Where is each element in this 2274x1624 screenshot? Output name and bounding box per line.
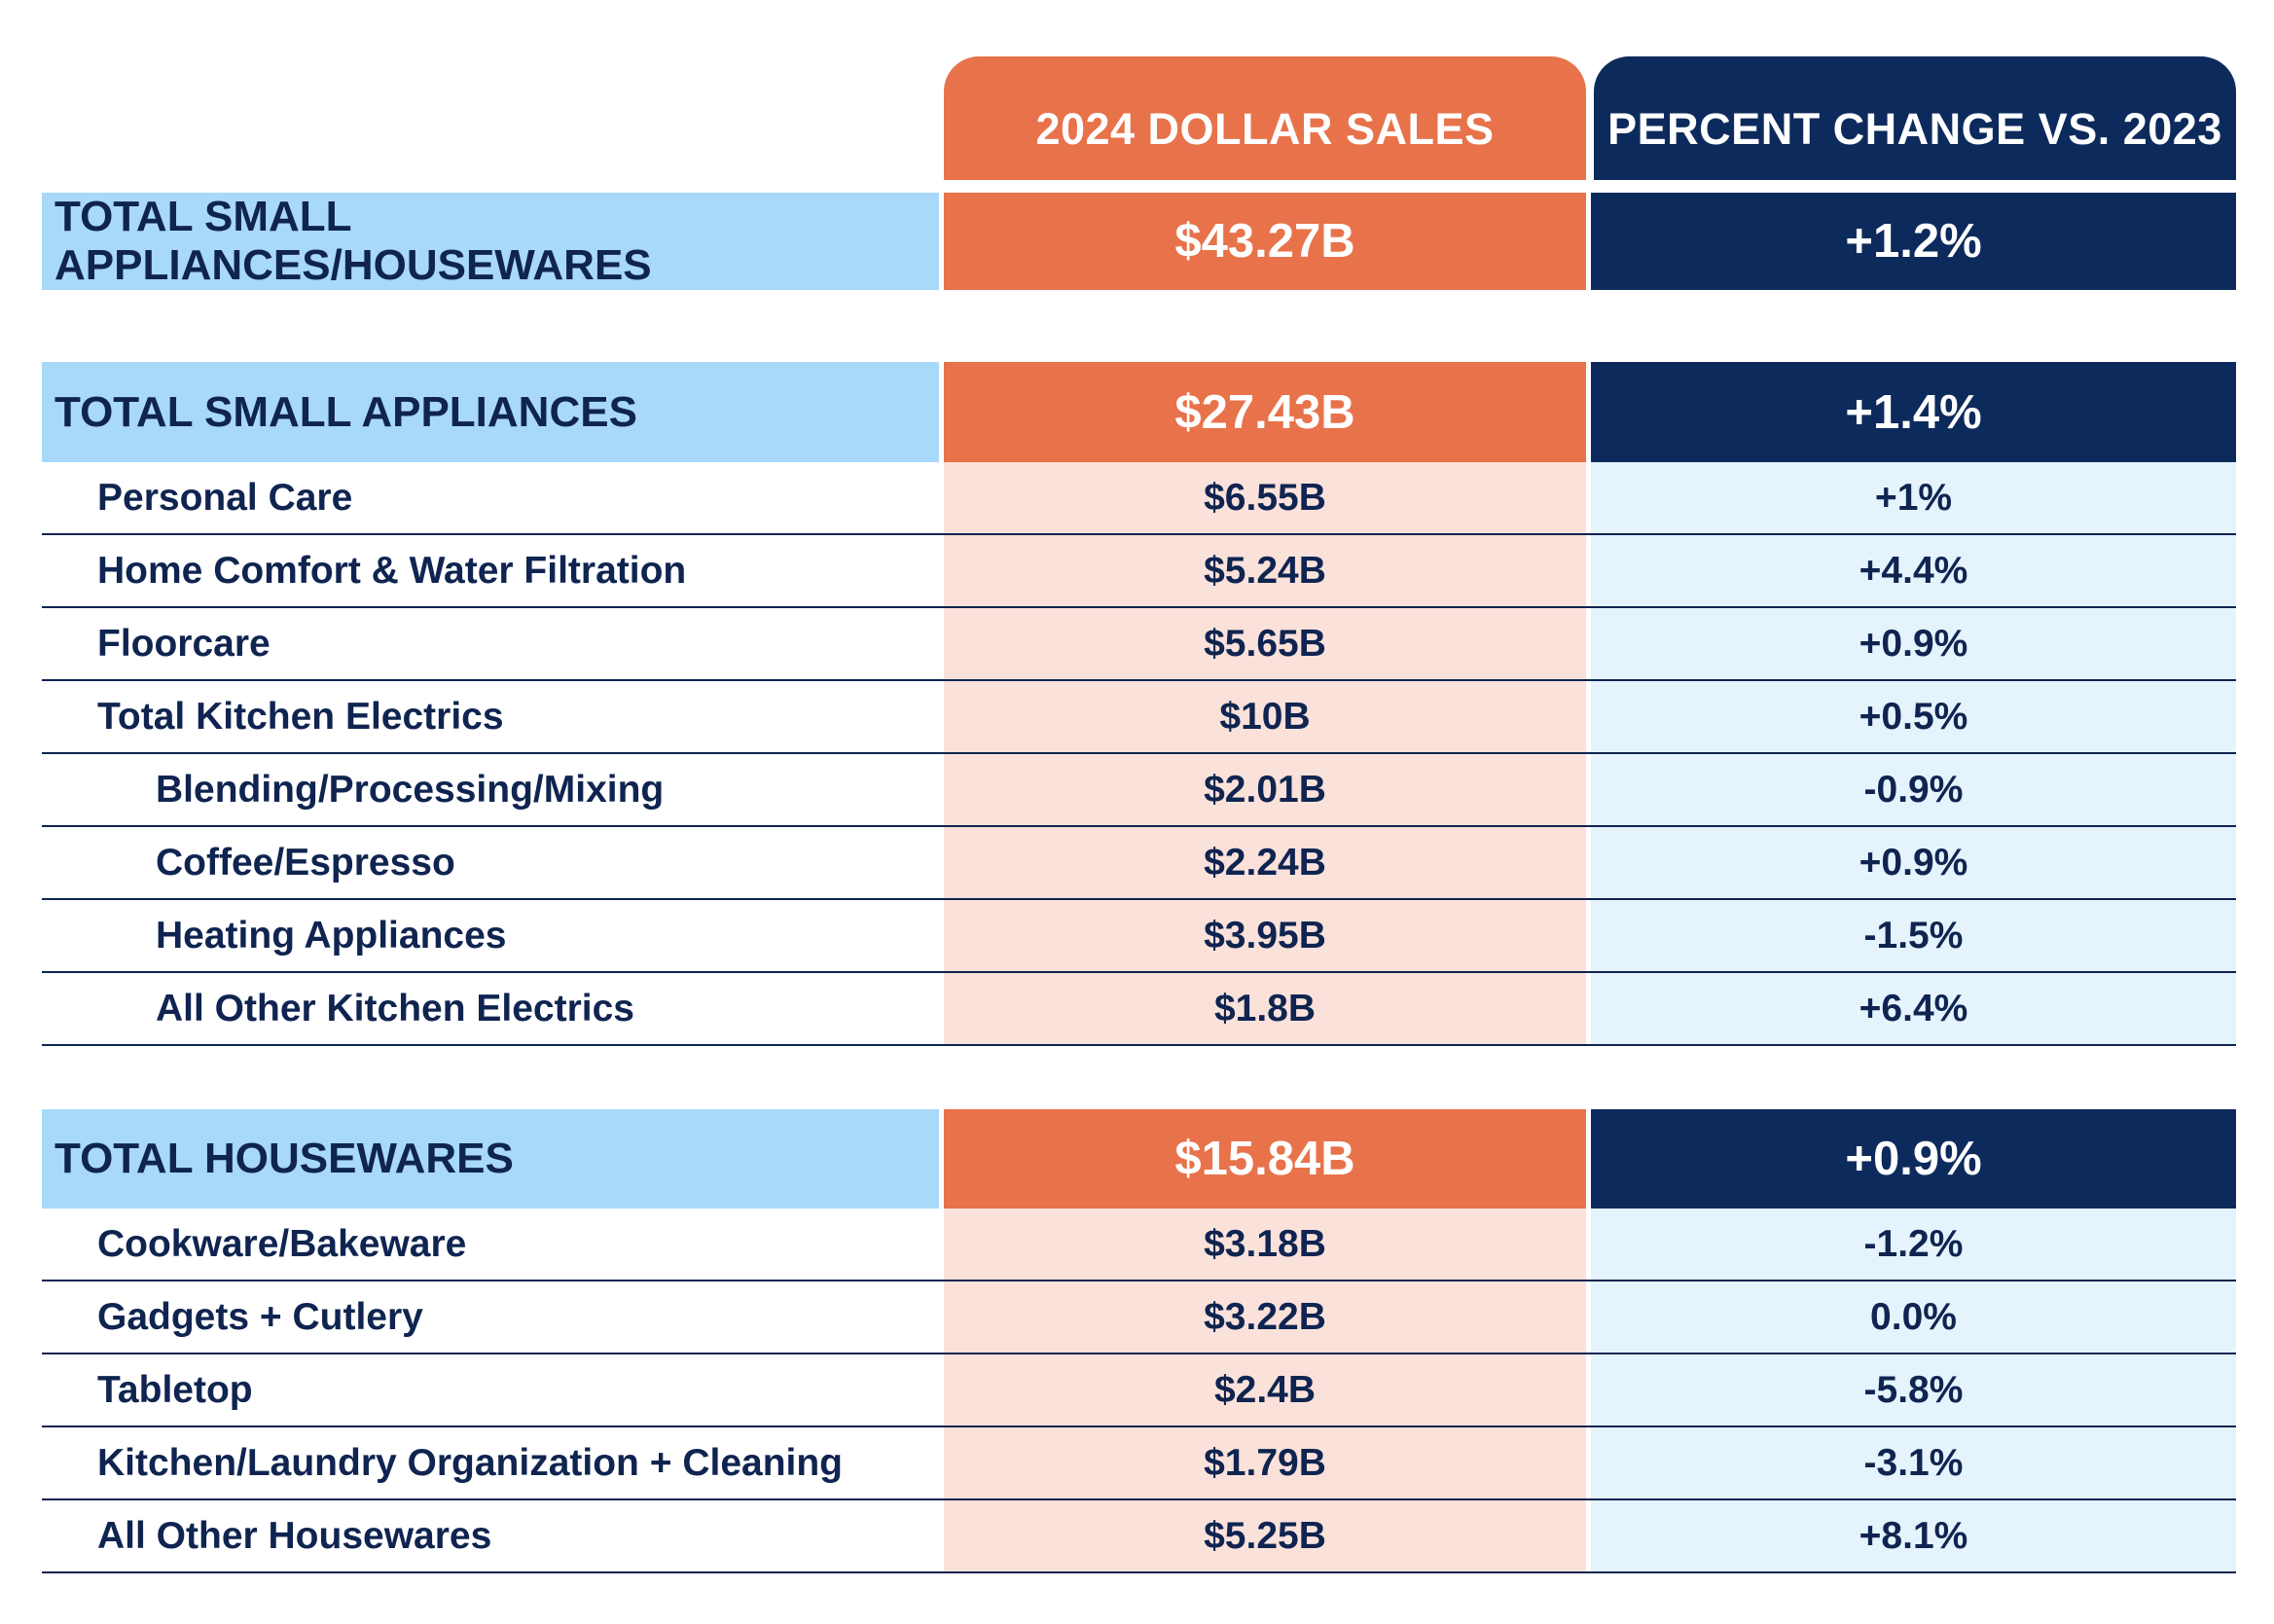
- table-row: Home Comfort & Water Filtration $5.24B +4.…: [42, 535, 2236, 608]
- row-label: Total Kitchen Electrics: [97, 695, 504, 738]
- dollar-sales-value: $5.65B: [944, 608, 1586, 679]
- row-label: All Other Housewares: [97, 1514, 492, 1557]
- percent-change-value: +1%: [1591, 462, 2236, 533]
- table-row: Tabletop $2.4B -5.8%: [42, 1354, 2236, 1427]
- table-row: All Other Kitchen Electrics $1.8B +6.4%: [42, 973, 2236, 1046]
- percent-change-value: +1.2%: [1591, 193, 2236, 290]
- percent-change-value: +0.9%: [1591, 608, 2236, 679]
- row-label: Kitchen/Laundry Organization + Cleaning: [97, 1441, 844, 1484]
- percent-change-value: -1.5%: [1591, 900, 2236, 971]
- dollar-sales-value: $6.55B: [944, 462, 1586, 533]
- row-label: Personal Care: [97, 476, 353, 519]
- dollar-sales-value: $5.24B: [944, 535, 1586, 606]
- dollar-sales-value: $2.4B: [944, 1354, 1586, 1426]
- dollar-sales-value: $15.84B: [944, 1109, 1586, 1209]
- row-label: Tabletop: [97, 1368, 253, 1411]
- row-label: Home Comfort & Water Filtration: [97, 549, 687, 592]
- dollar-sales-value: $3.95B: [944, 900, 1586, 971]
- column-header-percent-change: PERCENT CHANGE VS. 2023: [1594, 56, 2236, 180]
- percent-change-value: +6.4%: [1591, 973, 2236, 1044]
- row-label: Blending/Processing/Mixing: [156, 768, 665, 811]
- percent-change-value: -1.2%: [1591, 1209, 2236, 1280]
- dollar-sales-value: $43.27B: [944, 193, 1586, 290]
- row-label: Cookware/Bakeware: [97, 1222, 467, 1265]
- table-row: Personal Care $6.55B +1%: [42, 462, 2236, 535]
- table-row: Coffee/Espresso $2.24B +0.9%: [42, 827, 2236, 900]
- row-label: TOTAL SMALL APPLIANCES: [42, 362, 939, 462]
- row-label: Gadgets + Cutlery: [97, 1295, 423, 1338]
- row-label: TOTAL SMALL APPLIANCES/HOUSEWARES: [42, 193, 939, 290]
- dollar-sales-value: $2.01B: [944, 754, 1586, 825]
- row-label: All Other Kitchen Electrics: [156, 987, 634, 1029]
- percent-change-value: +0.5%: [1591, 681, 2236, 752]
- dollar-sales-value: $5.25B: [944, 1500, 1586, 1571]
- percent-change-value: +0.9%: [1591, 827, 2236, 898]
- dollar-sales-value: $1.8B: [944, 973, 1586, 1044]
- dollar-sales-value: $1.79B: [944, 1427, 1586, 1498]
- table-row: Cookware/Bakeware $3.18B -1.2%: [42, 1209, 2236, 1281]
- row-label: Floorcare: [97, 622, 271, 665]
- table-row: Blending/Processing/Mixing $2.01B -0.9%: [42, 754, 2236, 827]
- percent-change-value: -0.9%: [1591, 754, 2236, 825]
- table-row: Floorcare $5.65B +0.9%: [42, 608, 2236, 681]
- percent-change-value: -5.8%: [1591, 1354, 2236, 1426]
- dollar-sales-value: $3.18B: [944, 1209, 1586, 1280]
- table-row: Gadgets + Cutlery $3.22B 0.0%: [42, 1281, 2236, 1354]
- percent-change-value: +1.4%: [1591, 362, 2236, 462]
- dollar-sales-value: $27.43B: [944, 362, 1586, 462]
- percent-change-value: +0.9%: [1591, 1109, 2236, 1209]
- table-row: Heating Appliances $3.95B -1.5%: [42, 900, 2236, 973]
- table-total-row: TOTAL SMALL APPLIANCES/HOUSEWARES $43.27B…: [42, 193, 2236, 290]
- percent-change-value: +4.4%: [1591, 535, 2236, 606]
- table-row: Kitchen/Laundry Organization + Cleaning $…: [42, 1427, 2236, 1500]
- table-total-row: TOTAL HOUSEWARES $15.84B +0.9%: [42, 1109, 2236, 1209]
- table-total-row: TOTAL SMALL APPLIANCES $27.43B +1.4%: [42, 362, 2236, 462]
- percent-change-value: -3.1%: [1591, 1427, 2236, 1498]
- row-label: Coffee/Espresso: [156, 841, 455, 884]
- column-header-dollar-sales: 2024 DOLLAR SALES: [944, 56, 1586, 180]
- dollar-sales-value: $10B: [944, 681, 1586, 752]
- dollar-sales-value: $3.22B: [944, 1281, 1586, 1353]
- table-row: Total Kitchen Electrics $10B +0.5%: [42, 681, 2236, 754]
- row-label: Heating Appliances: [156, 914, 507, 956]
- row-label: TOTAL HOUSEWARES: [42, 1109, 939, 1209]
- dollar-sales-value: $2.24B: [944, 827, 1586, 898]
- percent-change-value: +8.1%: [1591, 1500, 2236, 1571]
- percent-change-value: 0.0%: [1591, 1281, 2236, 1353]
- table-row: All Other Housewares $5.25B +8.1%: [42, 1500, 2236, 1573]
